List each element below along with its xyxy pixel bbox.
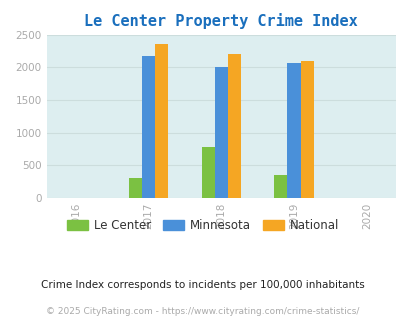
Legend: Le Center, Minnesota, National: Le Center, Minnesota, National	[62, 214, 343, 237]
Bar	[142, 55, 155, 198]
Bar	[287, 63, 300, 198]
Bar	[128, 178, 142, 198]
Bar	[155, 44, 168, 198]
Bar	[274, 176, 287, 198]
Bar	[214, 67, 227, 198]
Text: Crime Index corresponds to incidents per 100,000 inhabitants: Crime Index corresponds to incidents per…	[41, 280, 364, 290]
Bar	[300, 61, 313, 198]
Bar	[227, 53, 240, 198]
Text: © 2025 CityRating.com - https://www.cityrating.com/crime-statistics/: © 2025 CityRating.com - https://www.city…	[46, 307, 359, 316]
Bar	[201, 147, 214, 198]
Title: Le Center Property Crime Index: Le Center Property Crime Index	[84, 13, 357, 29]
